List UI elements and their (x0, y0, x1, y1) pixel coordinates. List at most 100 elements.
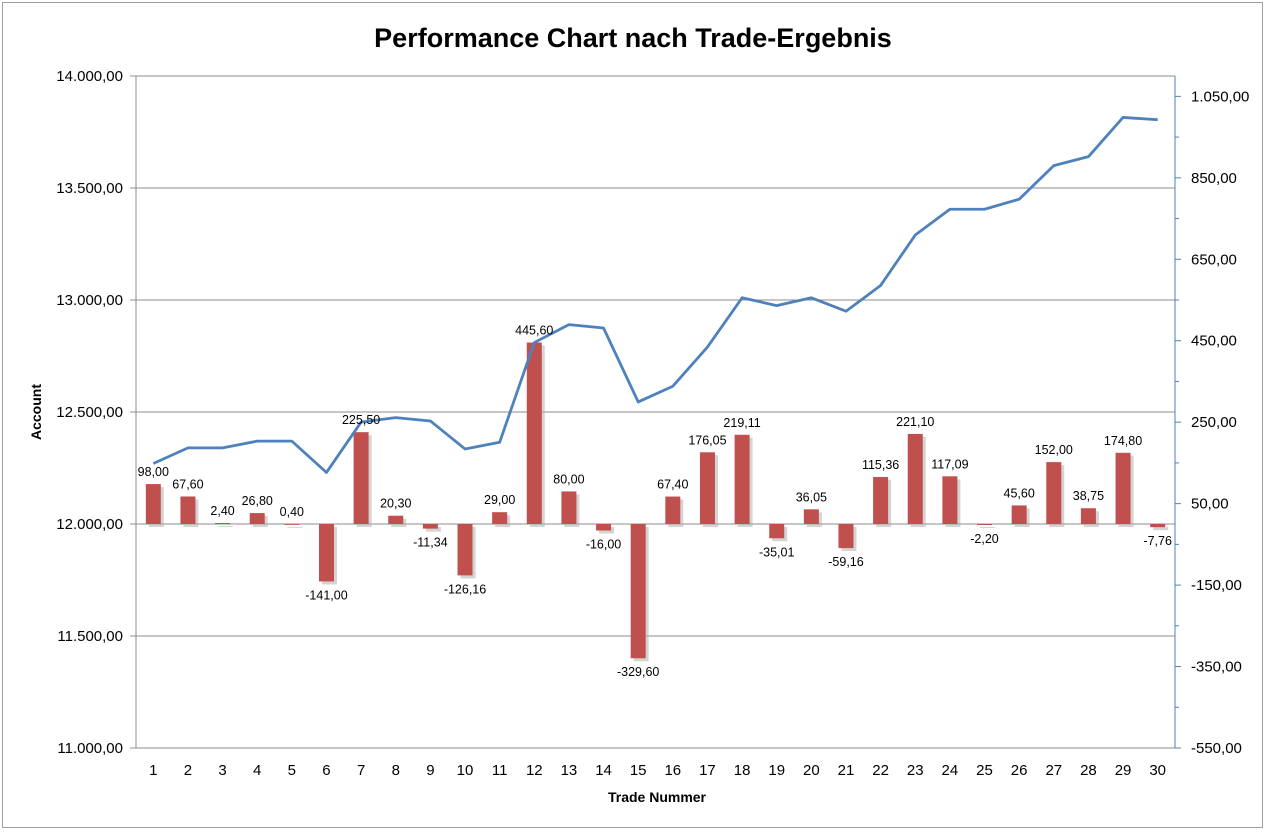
x-tick-label: 28 (1080, 762, 1097, 779)
bar (665, 496, 681, 524)
bar (145, 484, 161, 524)
data-label: 225,50 (342, 413, 380, 427)
y-tick-label-left: 11.000,00 (57, 740, 123, 757)
bar (457, 524, 473, 576)
y-tick-label-right: 650,00 (1191, 251, 1237, 268)
bar (561, 491, 577, 524)
x-tick-label: 4 (253, 762, 261, 779)
data-label: 115,36 (862, 458, 899, 472)
data-label: 221,10 (896, 415, 934, 429)
data-label: -35,01 (759, 545, 794, 559)
bar (1150, 524, 1166, 528)
x-tick-label: 9 (426, 762, 434, 779)
x-tick-label: 12 (526, 762, 543, 779)
bar (215, 523, 231, 525)
x-tick-label: 18 (734, 762, 751, 779)
y-tick-label-left: 13.500,00 (56, 180, 123, 197)
bar (596, 524, 612, 531)
bar-series (145, 342, 1169, 662)
data-label: -141,00 (305, 588, 347, 602)
data-label: 152,00 (1035, 443, 1073, 457)
bar (803, 509, 819, 524)
x-tick-label: 1 (149, 762, 157, 779)
data-label: 67,40 (657, 478, 688, 492)
bar (630, 524, 646, 659)
x-tick-label: 24 (942, 762, 959, 779)
bar (873, 477, 889, 524)
x-tick-label: 26 (1011, 762, 1028, 779)
data-label: -16,00 (586, 538, 621, 552)
x-tick-label: 10 (457, 762, 474, 779)
bar (907, 433, 923, 524)
bar (734, 434, 750, 524)
x-tick-label: 15 (630, 762, 647, 779)
data-label: 176,05 (688, 433, 726, 447)
data-label: 117,09 (931, 457, 968, 471)
bar (1080, 508, 1096, 524)
data-label: 98,00 (138, 465, 169, 479)
x-tick-label: 6 (322, 762, 330, 779)
data-label: 36,05 (796, 490, 827, 504)
data-label: -329,60 (617, 665, 659, 679)
x-tick-label: 29 (1115, 762, 1132, 779)
x-tick-label: 22 (872, 762, 889, 779)
data-label: -59,16 (828, 555, 863, 569)
bar-shadow (425, 527, 441, 532)
data-label: -11,34 (413, 536, 448, 550)
x-tick-label: 21 (838, 762, 855, 779)
y-tick-label-right: -550,00 (1191, 740, 1242, 757)
bar (699, 452, 715, 524)
bar (1115, 452, 1131, 524)
x-tick-label: 5 (288, 762, 296, 779)
bar (1046, 462, 1062, 524)
data-label: 26,80 (242, 494, 273, 508)
y-tick-label-left: 11.500,00 (57, 628, 123, 645)
bar-shadow (218, 526, 234, 528)
y-axis-title-left: Account (28, 384, 44, 440)
chart-title: Performance Chart nach Trade-Ergebnis (374, 23, 892, 53)
x-tick-label: 30 (1149, 762, 1166, 779)
data-label: 80,00 (553, 472, 584, 486)
line-series (152, 116, 1158, 474)
x-tick-label: 3 (218, 762, 226, 779)
y-tick-label-left: 12.000,00 (56, 516, 123, 533)
bar (942, 476, 958, 524)
data-label: -7,76 (1143, 534, 1172, 548)
y-tick-label-right: 50,00 (1191, 496, 1229, 513)
bar (838, 524, 854, 549)
y-tick-label-left: 12.500,00 (56, 404, 123, 421)
data-label: 445,60 (515, 324, 553, 338)
y-tick-label-right: 1.050,00 (1191, 88, 1249, 105)
data-label: 20,30 (380, 497, 411, 511)
y-tick-label-right: 250,00 (1191, 414, 1237, 431)
bar (180, 496, 196, 524)
bar (353, 432, 369, 524)
y-tick-label-right: -350,00 (1191, 659, 1242, 676)
x-tick-label: 16 (664, 762, 681, 779)
x-tick-label: 20 (803, 762, 820, 779)
data-label: -2,20 (970, 532, 999, 546)
bar-shadow (287, 526, 303, 528)
bar (977, 524, 993, 525)
bar (1011, 505, 1027, 524)
x-tick-label: 14 (595, 762, 612, 779)
x-axis-title: Trade Nummer (608, 789, 707, 805)
bar (769, 524, 785, 539)
data-label: 45,60 (1004, 486, 1035, 500)
data-label: 174,80 (1104, 434, 1142, 448)
data-label: 0,40 (280, 505, 304, 519)
x-tick-label: 23 (907, 762, 924, 779)
data-label: 29,00 (484, 493, 515, 507)
bar (318, 524, 334, 582)
x-tick-label: 7 (357, 762, 365, 779)
x-tick-label: 27 (1045, 762, 1062, 779)
y-tick-label-left: 13.000,00 (56, 292, 123, 309)
bar (526, 342, 542, 524)
data-label: -126,16 (444, 582, 486, 596)
bar-shadow (1153, 527, 1169, 531)
x-tick-label: 17 (699, 762, 716, 779)
account-line (152, 116, 1158, 474)
